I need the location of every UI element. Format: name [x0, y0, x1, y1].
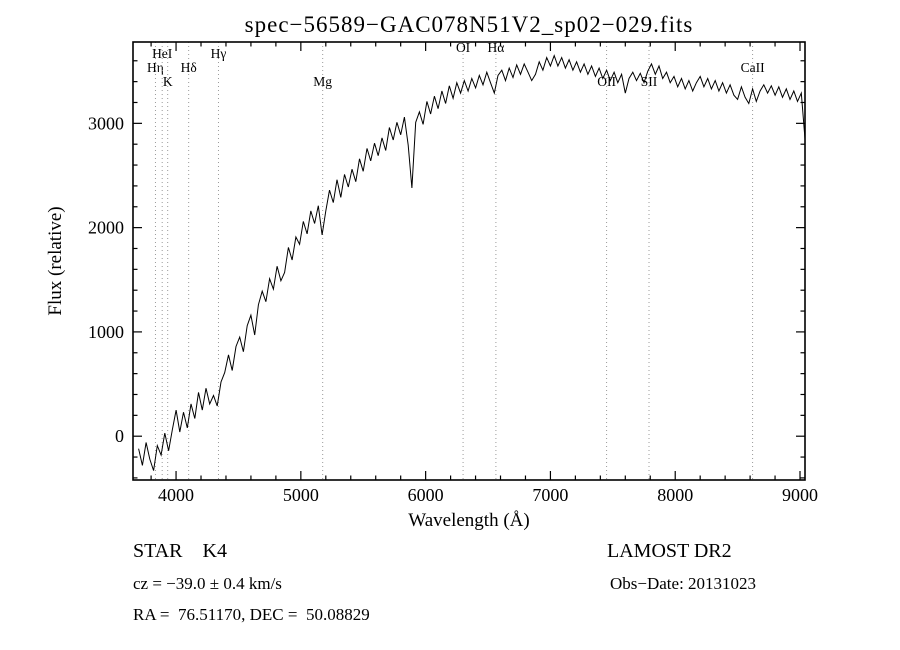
spectral-line-label: Hη	[147, 60, 164, 75]
x-ticks: 4000 5000 6000 7000 8000 9000	[150, 42, 818, 505]
axes-box	[132, 41, 806, 481]
x-tick-label: 6000	[408, 485, 444, 505]
spectral-line-label: K	[163, 74, 173, 89]
spectral-line-label: Hγ	[211, 46, 227, 61]
x-tick-label: 9000	[782, 485, 818, 505]
y-tick-label: 3000	[88, 113, 124, 133]
y-axis-label: Flux (relative)	[45, 206, 66, 316]
spectrum-line	[138, 54, 805, 471]
spectral-line-label: SII	[641, 74, 658, 89]
spectral-line-label: OI	[456, 40, 471, 55]
ra-dec: RA = 76.51170, DEC = 50.08829	[133, 605, 370, 624]
spectral-line-label: Hδ	[181, 60, 197, 75]
spectral-line-label: CaII	[741, 60, 765, 75]
y-tick-label: 2000	[88, 218, 124, 238]
x-tick-label: 8000	[657, 485, 693, 505]
spectral-line-label: Mg	[313, 74, 332, 89]
spectral-line-label: HeI	[152, 46, 173, 61]
x-tick-label: 7000	[532, 485, 568, 505]
y-tick-label: 0	[115, 426, 124, 446]
y-ticks: 0 1000 2000 3000	[88, 60, 805, 479]
survey-label: LAMOST DR2	[607, 540, 732, 562]
x-tick-label: 5000	[283, 485, 319, 505]
obs-date: Obs−Date: 20131023	[610, 574, 757, 593]
y-tick-label: 1000	[88, 322, 124, 342]
spectral-line-label: OII	[597, 74, 616, 89]
plot-title: spec−56589−GAC078N51V2_sp02−029.fits	[244, 12, 694, 37]
x-tick-label: 4000	[158, 485, 194, 505]
x-axis-label: Wavelength (Å)	[408, 510, 530, 531]
cz-value: cz = −39.0 ± 0.4 km/s	[133, 574, 282, 593]
object-class-label: STAR K4	[133, 540, 227, 562]
